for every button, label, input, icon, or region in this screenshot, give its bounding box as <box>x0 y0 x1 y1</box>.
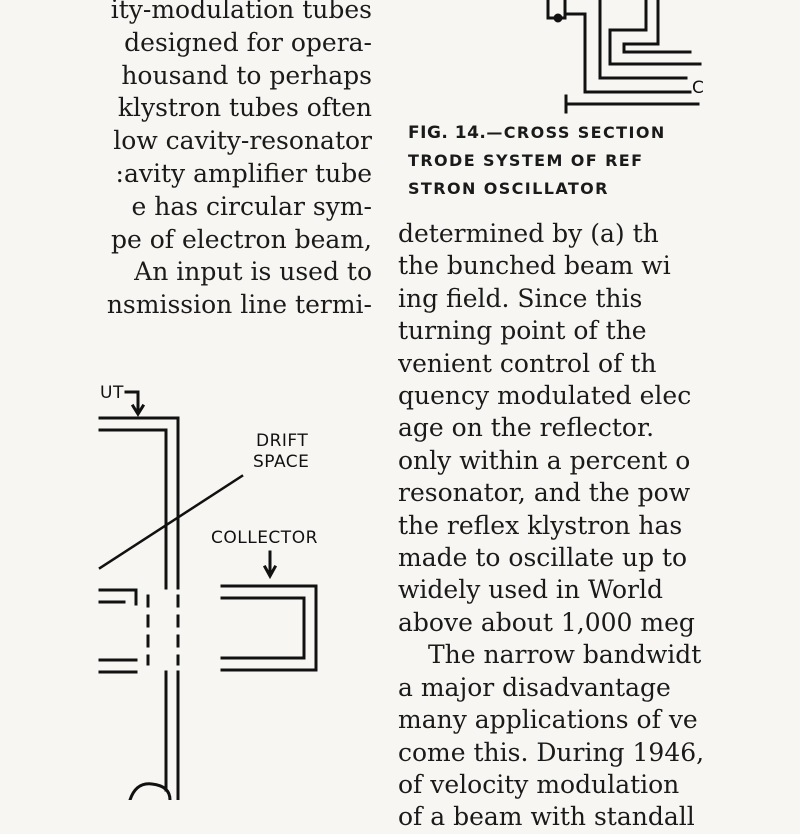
cathode-label-partial: C <box>692 78 705 98</box>
text-line: come this. During 1946, <box>398 737 705 767</box>
space-label: SPACE <box>253 452 310 472</box>
text-line: widely used in World <box>398 575 663 605</box>
text-line: of velocity modulation <box>398 769 680 799</box>
text-line: many applications of ve <box>398 705 698 735</box>
text-line: only within a percent o <box>398 445 691 475</box>
drift-label: DRIFT <box>256 431 309 451</box>
text-line: klystron tubes often <box>117 93 372 123</box>
caption-line-2: TRODE SYSTEM OF REF <box>408 151 644 170</box>
text-line: age on the reflector. <box>398 413 655 443</box>
klystron-diagram <box>98 0 702 800</box>
text-line: housand to perhaps <box>121 60 372 90</box>
text-line: a major disadvantage <box>398 672 671 702</box>
collector-label: COLLECTOR <box>211 528 318 548</box>
reflex-klystron-figure <box>546 0 702 114</box>
text-line: An input is used to <box>134 257 372 287</box>
text-line: ing field. Since this <box>398 283 643 313</box>
text-line: above about 1,000 meg <box>398 607 695 637</box>
text-line: ity-modulation tubes <box>110 0 372 24</box>
caption-line-1: FIG. 14.—CROSS SECTION <box>408 119 800 147</box>
left-text-column: ity-modulation tubes designed for opera-… <box>0 0 372 322</box>
text-line: designed for opera- <box>124 27 372 57</box>
text-line: quency modulated elec <box>398 381 692 411</box>
text-line: pe of electron beam, <box>110 224 372 254</box>
input-label: UT <box>100 383 124 403</box>
text-line: e has circular sym- <box>131 191 372 221</box>
figure-caption: FIG. 14.—CROSS SECTION TRODE SYSTEM OF R… <box>408 119 800 203</box>
text-line: venient control of th <box>398 348 657 378</box>
caption-line-3: STRON OSCILLATOR <box>408 179 609 198</box>
figure-number: FIG. 14. <box>408 123 487 143</box>
text-line: of a beam with standall <box>398 802 695 832</box>
right-text-column: determined by (a) th the bunched beam wi… <box>398 218 800 834</box>
klystron-tube-figure <box>98 390 318 800</box>
text-line: resonator, and the pow <box>398 478 691 508</box>
text-line: turning point of the <box>398 316 647 346</box>
text-line: made to oscillate up to <box>398 543 688 573</box>
text-line: the reflex klystron has <box>398 510 683 540</box>
text-line: the bunched beam wi <box>398 251 671 281</box>
text-line: nsmission line termi- <box>106 290 372 320</box>
text-line: determined by (a) th <box>398 219 659 248</box>
text-line: low cavity-resonator <box>113 126 372 156</box>
text-line: The narrow bandwidt <box>428 640 702 670</box>
text-line: :avity amplifier tube <box>115 158 372 188</box>
caption-title: —CROSS SECTION <box>486 123 666 142</box>
